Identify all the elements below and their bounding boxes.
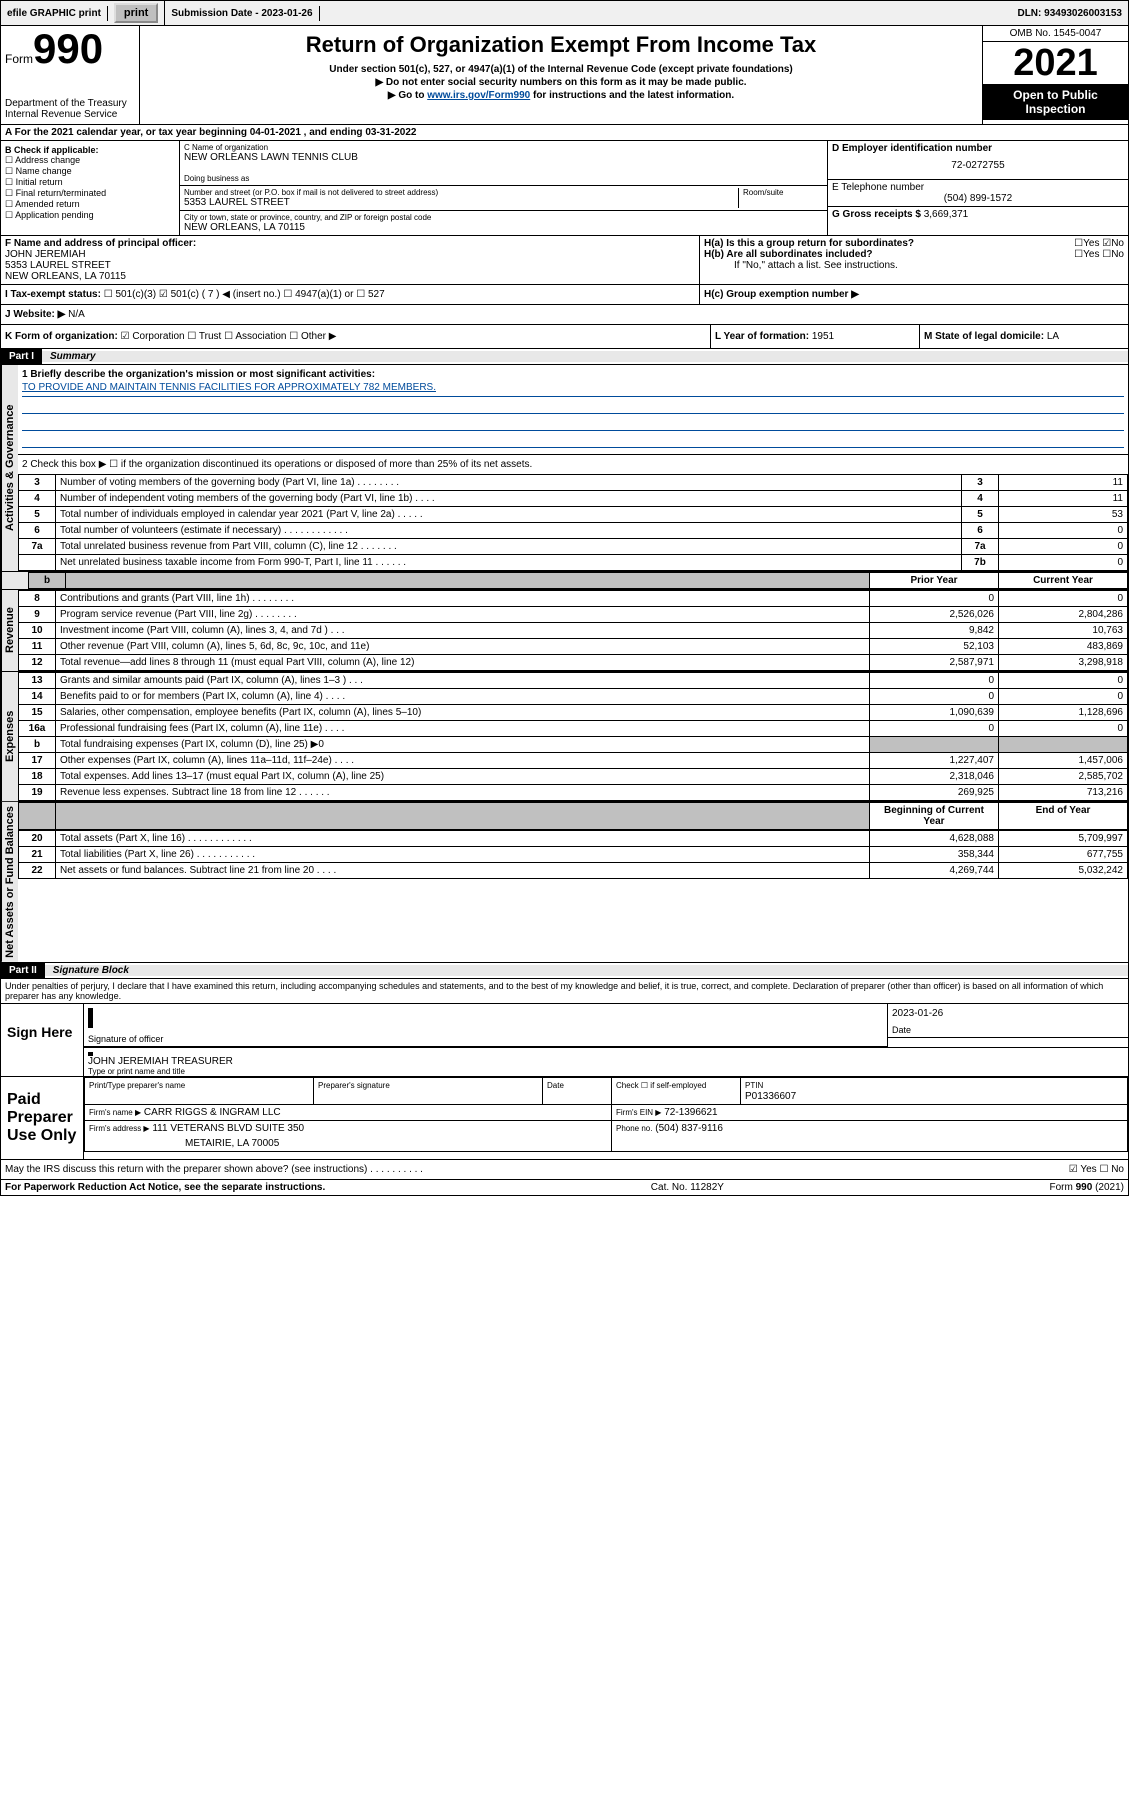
form-label: Form	[5, 52, 33, 66]
discuss-row: May the IRS discuss this return with the…	[0, 1160, 1129, 1180]
vert-revenue: Revenue	[1, 590, 18, 671]
officer-label: Type or print name and title	[84, 1067, 1128, 1076]
sign-here-block: Sign Here Signature of officer 2023-01-2…	[0, 1004, 1129, 1077]
form-title: Return of Organization Exempt From Incom…	[148, 32, 974, 58]
dln: DLN: 93493026003153	[1011, 6, 1128, 21]
dba-label: Doing business as	[184, 174, 823, 183]
officer-city: NEW ORLEANS, LA 70115	[5, 271, 695, 282]
status-block: I Tax-exempt status: ☐ 501(c)(3) ☑ 501(c…	[0, 285, 1129, 305]
section-b: B Check if applicable: Address change Na…	[1, 141, 180, 235]
tax-year: 2021	[983, 42, 1128, 84]
open-to-public: Open to Public Inspection	[983, 84, 1128, 120]
section-l: L Year of formation: 1951	[711, 325, 920, 348]
chk-address-change[interactable]: Address change	[5, 155, 175, 166]
h-a: H(a) Is this a group return for subordin…	[704, 238, 1124, 249]
officer-printed: JOHN JEREMIAH TREASURER	[84, 1056, 1128, 1067]
part1-header: Part I Summary	[0, 349, 1129, 365]
paid-label: Paid Preparer Use Only	[1, 1077, 84, 1159]
paid-preparer-block: Paid Preparer Use Only Print/Type prepar…	[0, 1077, 1129, 1160]
part2-header: Part II Signature Block	[0, 963, 1129, 979]
gross-receipts: 3,669,371	[924, 209, 969, 220]
expense-table: 13Grants and similar amounts paid (Part …	[18, 672, 1128, 801]
section-j: J Website: ▶ N/A	[1, 305, 1128, 324]
footer: For Paperwork Reduction Act Notice, see …	[0, 1180, 1129, 1196]
chk-final-return[interactable]: Final return/terminated	[5, 188, 175, 199]
section-k: K Form of organization: ☑ Corporation ☐ …	[1, 325, 711, 348]
jurat: Under penalties of perjury, I declare th…	[0, 979, 1129, 1004]
city: NEW ORLEANS, LA 70115	[184, 222, 823, 233]
section-c: C Name of organization NEW ORLEANS LAWN …	[180, 141, 827, 235]
section-f-label: F Name and address of principal officer:	[5, 238, 695, 249]
section-m: M State of legal domicile: LA	[920, 325, 1128, 348]
vert-expenses: Expenses	[1, 672, 18, 801]
room-label: Room/suite	[743, 188, 823, 197]
officer-street: 5353 LAUREL STREET	[5, 260, 695, 271]
org-name-label: C Name of organization	[184, 143, 823, 152]
chk-name-change[interactable]: Name change	[5, 166, 175, 177]
footer-form: Form 990 (2021)	[1050, 1182, 1124, 1193]
efile-label: efile GRAPHIC print	[1, 6, 108, 21]
h-b: H(b) Are all subordinates included? ☐Yes…	[704, 249, 1124, 260]
sig-date: 2023-01-26	[888, 1004, 1128, 1023]
mission-blank3	[22, 433, 1124, 448]
chk-initial-return[interactable]: Initial return	[5, 177, 175, 188]
top-bar: efile GRAPHIC print print Submission Dat…	[0, 0, 1129, 26]
chk-amended[interactable]: Amended return	[5, 199, 175, 210]
date-label: Date	[888, 1023, 1128, 1038]
section-a: A For the 2021 calendar year, or tax yea…	[0, 125, 1129, 141]
line1-label: 1 Briefly describe the organization's mi…	[22, 369, 1124, 380]
vert-net: Net Assets or Fund Balances	[1, 802, 18, 962]
ein: 72-0272755	[832, 154, 1124, 177]
org-name: NEW ORLEANS LAWN TENNIS CLUB	[184, 152, 823, 163]
header-sub3: ▶ Go to www.irs.gov/Form990 for instruct…	[148, 90, 974, 101]
h-c: H(c) Group exemption number ▶	[704, 289, 859, 300]
section-deg: D Employer identification number 72-0272…	[827, 141, 1128, 235]
officer-name: JOHN JEREMIAH	[5, 249, 695, 260]
irs-link[interactable]: www.irs.gov/Form990	[427, 90, 530, 101]
mission: TO PROVIDE AND MAINTAIN TENNIS FACILITIE…	[22, 382, 1124, 397]
print-button[interactable]: print	[114, 3, 158, 23]
year-header-table: b Prior Year Current Year	[28, 572, 1128, 589]
form-number: 990	[33, 25, 103, 72]
mission-blank2	[22, 416, 1124, 431]
dept-label: Department of the Treasury	[5, 98, 135, 109]
mission-blank1	[22, 399, 1124, 414]
submission-date: Submission Date - 2023-01-26	[165, 6, 319, 21]
street-label: Number and street (or P.O. box if mail i…	[184, 188, 738, 197]
revenue-table: 8Contributions and grants (Part VIII, li…	[18, 590, 1128, 671]
header-sub1: Under section 501(c), 527, or 4947(a)(1)…	[148, 64, 974, 75]
print-button-wrap: print	[108, 1, 165, 25]
chk-app-pending[interactable]: Application pending	[5, 210, 175, 221]
net-table: 20Total assets (Part X, line 16) . . . .…	[18, 830, 1128, 879]
sign-here-label: Sign Here	[1, 1004, 84, 1076]
phone-label: E Telephone number	[832, 182, 1124, 193]
gross-label: G Gross receipts $	[832, 209, 921, 220]
omb-number: OMB No. 1545-0047	[983, 26, 1128, 42]
h-b-note: If "No," attach a list. See instructions…	[704, 260, 1124, 271]
vert-governance: Activities & Governance	[1, 365, 18, 571]
line2: 2 Check this box ▶ ☐ if the organization…	[18, 455, 1128, 474]
section-b-heading: B Check if applicable:	[5, 145, 175, 155]
section-i: I Tax-exempt status: ☐ 501(c)(3) ☑ 501(c…	[5, 289, 695, 300]
sig-officer-label: Signature of officer	[84, 1032, 887, 1047]
irs-label: Internal Revenue Service	[5, 109, 135, 120]
net-header-table: Beginning of Current Year End of Year	[18, 802, 1128, 830]
street: 5353 LAUREL STREET	[184, 197, 738, 208]
officer-block: F Name and address of principal officer:…	[0, 236, 1129, 285]
header-sub2: ▶ Do not enter social security numbers o…	[148, 77, 974, 88]
city-label: City or town, state or province, country…	[184, 213, 823, 222]
ein-label: D Employer identification number	[832, 143, 1124, 154]
phone: (504) 899-1572	[832, 193, 1124, 204]
form-header: Form990 Department of the Treasury Inter…	[0, 26, 1129, 125]
governance-table: 3Number of voting members of the governi…	[18, 474, 1128, 571]
klm-block: K Form of organization: ☑ Corporation ☐ …	[0, 325, 1129, 349]
identity-block: B Check if applicable: Address change Na…	[0, 141, 1129, 236]
